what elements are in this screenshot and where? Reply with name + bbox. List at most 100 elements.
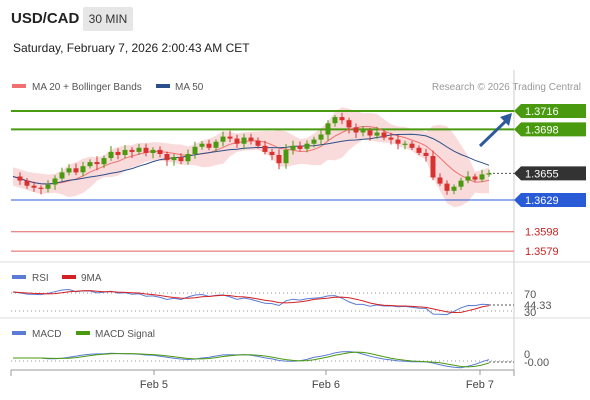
- candle-body: [479, 174, 485, 180]
- candle-body: [444, 183, 450, 191]
- candle-body: [332, 117, 338, 124]
- candle: [143, 143, 149, 157]
- candle-body: [192, 146, 198, 154]
- candle-body: [122, 149, 128, 155]
- level-resistance-0-tag-shape: [514, 104, 586, 118]
- ma20-legend-label: MA 20 + Bollinger Bands: [32, 82, 142, 93]
- macd-lines: [11, 351, 514, 369]
- candle: [199, 141, 205, 150]
- candle-body: [283, 149, 289, 164]
- candle: [486, 169, 492, 177]
- candle: [269, 148, 275, 161]
- macd-line: [13, 351, 490, 369]
- level-last-price-2-tag-shape: [514, 166, 586, 181]
- level-support-4-label: 1.3598: [525, 227, 559, 239]
- candle-body: [38, 187, 44, 189]
- candle-body: [213, 141, 219, 148]
- candle-body: [297, 145, 303, 149]
- candle-body: [367, 130, 373, 136]
- candle-body: [276, 155, 282, 164]
- macd-signal-line: [13, 351, 490, 368]
- candle-body: [143, 147, 149, 153]
- ma50-legend-swatch: [156, 84, 170, 88]
- rsi-tick-70: 70: [524, 289, 536, 301]
- candle: [31, 181, 37, 192]
- candle-body: [150, 149, 156, 153]
- rsi-last-value: 44.33: [524, 300, 552, 312]
- timeframe-badge[interactable]: 30 MIN: [83, 7, 133, 31]
- candle-body: [374, 132, 380, 136]
- candle-body: [17, 176, 23, 181]
- candle-body: [164, 154, 170, 161]
- ma20-legend-swatch: [12, 84, 26, 88]
- rsi-legend-swatch: [12, 275, 26, 279]
- rsi-ma-legend-swatch: [62, 275, 76, 279]
- candle: [479, 169, 485, 182]
- level-support-5-label: 1.3579: [525, 246, 559, 258]
- candle: [444, 180, 450, 195]
- candle-body: [185, 154, 191, 162]
- candle-body: [101, 158, 107, 165]
- candle-body: [199, 143, 205, 147]
- macd-signal-legend-swatch: [76, 331, 90, 335]
- level-support-3-tag-label: 1.3629: [525, 195, 559, 207]
- candle-body: [73, 168, 79, 173]
- candle-body: [304, 143, 310, 149]
- level-support-3-tag-shape: [514, 193, 586, 207]
- candle: [304, 140, 310, 153]
- candle: [234, 134, 240, 148]
- candle: [248, 133, 254, 145]
- candle: [52, 175, 58, 190]
- candle: [45, 180, 51, 193]
- candle: [353, 123, 359, 139]
- candle-body: [157, 149, 163, 154]
- candles: [17, 112, 492, 195]
- candle-body: [59, 172, 65, 179]
- forecast-arrow: [478, 113, 512, 148]
- level-last-price-2-tag: 1.3655: [514, 166, 586, 181]
- candle: [94, 156, 100, 171]
- candle: [416, 145, 422, 156]
- rsi-ma-legend-label: 9MA: [81, 273, 102, 284]
- candle-body: [402, 143, 408, 145]
- candle: [367, 127, 373, 141]
- candle: [101, 155, 107, 169]
- candle-body: [290, 145, 296, 150]
- macd-legend-label: MACD: [32, 329, 61, 340]
- candle: [241, 133, 247, 150]
- candle-body: [241, 137, 247, 144]
- candle: [213, 139, 219, 152]
- candle: [374, 126, 380, 139]
- candle-body: [311, 139, 317, 144]
- candle-body: [52, 178, 58, 185]
- candle-body: [66, 168, 72, 173]
- candle-body: [458, 180, 464, 187]
- level-resistance-1-tag: 1.3698: [514, 122, 586, 137]
- candle-body: [465, 176, 471, 181]
- candle: [108, 146, 114, 161]
- candle: [17, 172, 23, 185]
- candle-body: [94, 162, 100, 165]
- candle-body: [255, 140, 261, 146]
- candle: [297, 141, 303, 151]
- candle-body: [430, 156, 436, 178]
- candle-body: [451, 186, 457, 191]
- candle: [276, 149, 282, 170]
- candle-body: [472, 176, 478, 180]
- x-label-feb7: Feb 7: [466, 379, 494, 391]
- candle: [451, 184, 457, 195]
- candle: [178, 153, 184, 165]
- candle-body: [80, 166, 86, 173]
- candle-body: [360, 130, 366, 133]
- rsi-legend-label: RSI: [32, 273, 49, 284]
- candle-body: [269, 151, 275, 155]
- candle: [290, 140, 296, 155]
- candle-body: [346, 120, 352, 128]
- rsi-lines: [11, 288, 514, 316]
- candle: [87, 159, 93, 169]
- candle: [24, 178, 30, 189]
- candle-body: [220, 136, 226, 142]
- candle-body: [409, 143, 415, 148]
- candle: [430, 150, 436, 181]
